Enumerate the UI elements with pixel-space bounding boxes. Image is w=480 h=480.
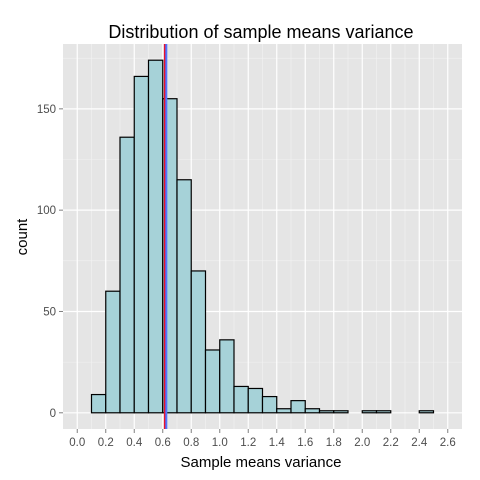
y-tick-label: 150: [37, 104, 56, 116]
histogram-bar-20: [362, 411, 376, 413]
histogram-bar-13: [263, 397, 277, 413]
histogram-bar-10: [220, 340, 234, 413]
histogram-bar-4: [134, 76, 148, 412]
x-tick-label: 1.2: [240, 437, 256, 449]
histogram-bar-11: [234, 386, 248, 412]
reference-lines: [165, 44, 166, 429]
histogram-bar-7: [177, 180, 191, 413]
x-tick-label: 0.2: [98, 437, 114, 449]
histogram-bar-9: [206, 350, 220, 413]
x-tick-label: 0.0: [69, 437, 85, 449]
x-axis-label: Sample means variance: [181, 454, 342, 471]
x-tick-label: 1.4: [269, 437, 286, 449]
histogram-bar-15: [291, 401, 305, 413]
x-tick-label: 2.0: [354, 437, 370, 449]
histogram-bar-17: [320, 411, 334, 413]
x-tick-label: 2.6: [440, 437, 456, 449]
x-tick-label: 1.8: [326, 437, 342, 449]
y-tick-label: 0: [50, 408, 56, 420]
y-tick-label: 50: [43, 306, 56, 318]
x-tick-label: 2.4: [411, 437, 428, 449]
histogram-bar-12: [248, 388, 262, 412]
histogram-bar-5: [149, 60, 163, 413]
chart-title: Distribution of sample means variance: [108, 22, 413, 42]
y-tick-label: 100: [37, 205, 56, 217]
y-axis: 0 50 100 150: [37, 104, 63, 420]
histogram-bar-1: [92, 395, 106, 413]
histogram-bar-18: [334, 411, 348, 413]
histogram-bar-24: [419, 411, 433, 413]
histogram-bar-2: [106, 291, 120, 413]
histogram-bar-3: [120, 137, 134, 413]
x-axis: 0.0 0.2 0.4 0.6 0.8 1.0 1.2 1.4 1.6 1.8 2.0 2.2 2.4 2…: [69, 429, 456, 449]
histogram-bar-14: [277, 409, 291, 413]
x-tick-label: 0.6: [155, 437, 171, 449]
x-tick-label: 0.4: [126, 437, 143, 449]
x-tick-label: 1.0: [212, 437, 228, 449]
y-axis-label: count: [14, 218, 31, 256]
histogram-bar-8: [191, 271, 205, 413]
x-tick-label: 0.8: [183, 437, 199, 449]
histogram-bar-21: [377, 411, 391, 413]
histogram-bar-16: [305, 409, 319, 413]
x-tick-label: 2.2: [383, 437, 399, 449]
x-tick-label: 1.6: [297, 437, 313, 449]
